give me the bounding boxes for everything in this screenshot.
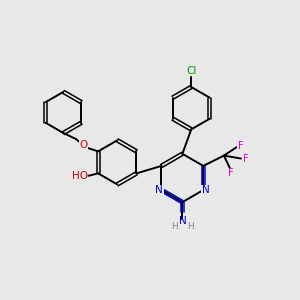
Text: HO: HO xyxy=(72,171,88,181)
Text: N: N xyxy=(202,185,209,195)
Text: F: F xyxy=(238,141,243,151)
Text: F: F xyxy=(243,154,249,164)
Text: N: N xyxy=(178,216,186,226)
Text: H: H xyxy=(171,222,178,231)
Text: N: N xyxy=(155,185,163,195)
Text: H: H xyxy=(187,222,194,231)
Text: Cl: Cl xyxy=(186,66,196,76)
Text: O: O xyxy=(79,140,88,150)
Text: F: F xyxy=(229,168,234,178)
